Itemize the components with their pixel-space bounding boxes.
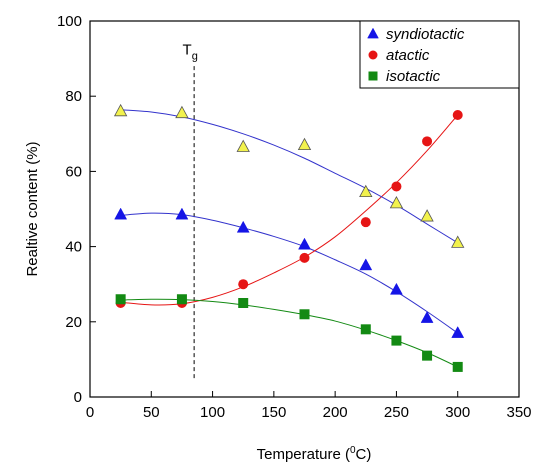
x-tick-label: 0 <box>86 404 94 421</box>
plot-area <box>113 103 465 372</box>
x-tick-label: 300 <box>445 404 470 421</box>
fit-curve <box>120 109 458 244</box>
ticks: 0 50 100 150 200 250 300 350 0 20 40 60 80 100 <box>57 13 532 421</box>
legend-marker <box>367 27 379 39</box>
fit-curve <box>120 298 458 368</box>
x-tick-label: 150 <box>261 404 286 421</box>
data-point <box>420 311 434 323</box>
data-point <box>238 298 249 308</box>
data-point <box>175 105 189 119</box>
legend: syndiotactic atactic isotactic <box>359 20 520 89</box>
y-tick-label: 80 <box>65 88 82 105</box>
data-point <box>359 184 373 198</box>
y-axis-label: Realtive content (%) <box>24 141 41 276</box>
data-point <box>451 326 465 338</box>
data-point <box>236 139 250 152</box>
data-point <box>391 181 402 192</box>
data-point <box>451 235 465 248</box>
x-tick-label: 50 <box>143 404 160 421</box>
data-point <box>113 103 128 117</box>
plot-frame <box>89 20 520 398</box>
data-point <box>360 324 371 335</box>
data-point <box>297 137 312 151</box>
data-point <box>115 294 126 305</box>
data-point <box>114 207 128 220</box>
data-point <box>422 350 433 361</box>
legend-marker <box>368 71 378 81</box>
tg-annotation: Tg <box>183 42 198 379</box>
x-tick-label: 200 <box>323 404 348 421</box>
data-point <box>360 217 371 228</box>
data-point <box>390 282 403 295</box>
y-tick-label: 0 <box>74 389 82 406</box>
x-tick-label: 250 <box>384 404 409 421</box>
data-point <box>452 361 463 372</box>
data-point <box>420 209 434 222</box>
series-atactic <box>115 110 463 308</box>
legend-label: isotactic <box>386 68 441 85</box>
axes <box>89 20 520 398</box>
series-isotactic <box>115 294 463 372</box>
data-point <box>391 335 402 346</box>
y-tick-label: 20 <box>65 314 82 331</box>
legend-box <box>359 20 520 89</box>
x-tick-label: 350 <box>506 404 531 421</box>
legend-label: atactic <box>386 47 430 64</box>
series-upper-triangle <box>113 103 465 248</box>
data-point <box>389 196 404 209</box>
series-syndiotactic <box>114 207 465 338</box>
data-point <box>176 294 187 305</box>
x-tick-label: 100 <box>200 404 225 421</box>
y-tick-label: 60 <box>65 163 82 180</box>
x-axis-label: Temperature (0C) <box>257 445 372 463</box>
y-tick-label: 100 <box>57 13 82 30</box>
tg-label: Tg <box>183 42 198 63</box>
data-point <box>299 252 310 263</box>
legend-marker <box>368 50 378 60</box>
data-point <box>422 136 433 147</box>
fit-curve <box>120 212 459 334</box>
data-point <box>299 309 310 320</box>
fit-curve <box>120 114 459 306</box>
legend-label: syndiotactic <box>386 26 465 43</box>
data-point <box>238 279 249 290</box>
data-point <box>298 237 311 250</box>
data-point <box>452 110 463 120</box>
data-point <box>359 258 373 271</box>
y-tick-label: 40 <box>65 239 82 256</box>
data-point <box>236 220 250 233</box>
data-point <box>175 207 189 220</box>
